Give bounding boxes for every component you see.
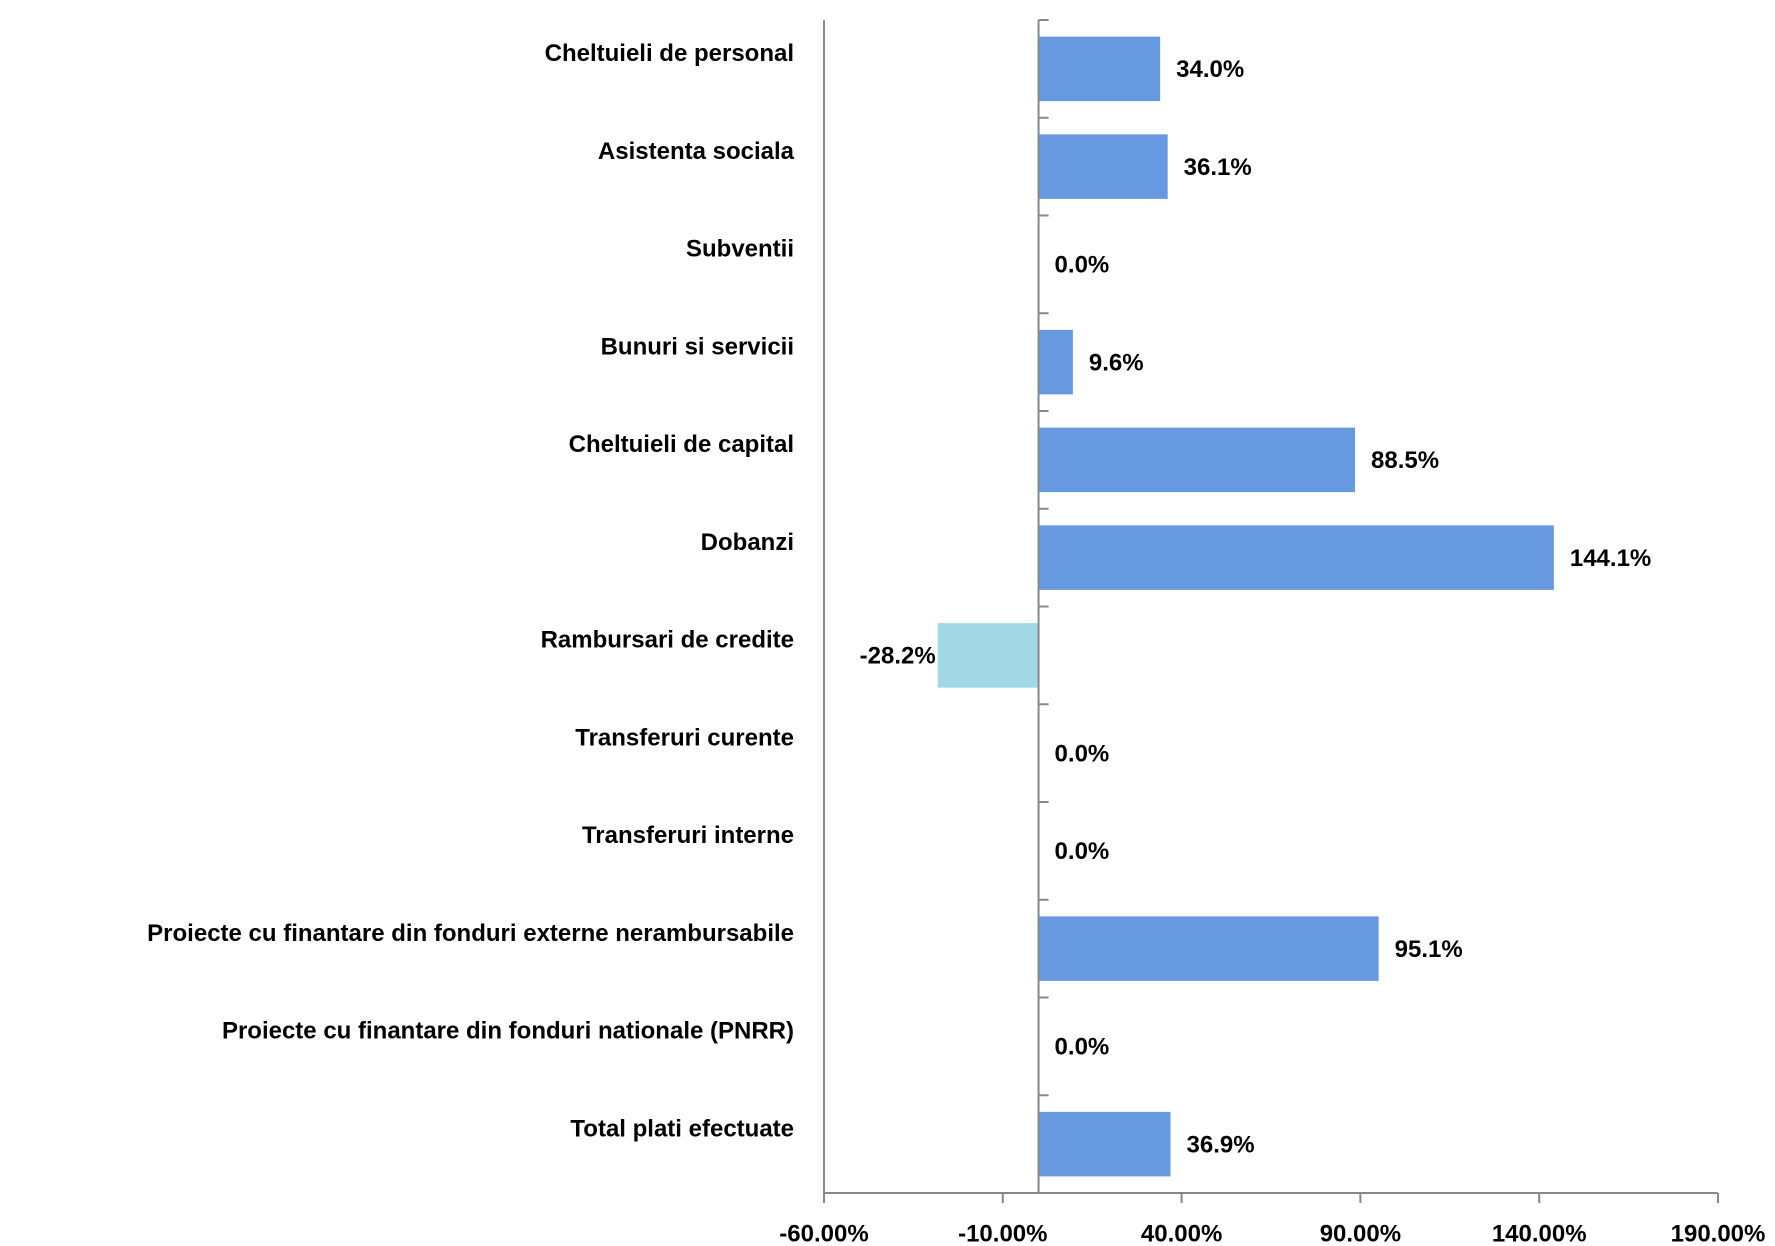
value-label: 36.9%: [1187, 1131, 1255, 1158]
category-label: Dobanzi: [701, 529, 794, 556]
category-label: Cheltuieli de capital: [569, 431, 794, 458]
bar: [937, 623, 1039, 688]
x-tick-label: 140.00%: [1492, 1220, 1587, 1246]
value-label: 9.6%: [1089, 349, 1144, 376]
value-label: 0.0%: [1055, 1034, 1110, 1061]
category-label: Subventii: [686, 236, 794, 263]
category-label: Total plati efectuate: [570, 1115, 794, 1142]
category-label: Transferuri interne: [582, 822, 794, 849]
bar: [1038, 1111, 1171, 1177]
bar: [1038, 134, 1168, 199]
bar: [1038, 36, 1161, 102]
category-label: Cheltuieli de personal: [545, 40, 794, 67]
value-label: 95.1%: [1395, 936, 1463, 963]
x-tick-label: -10.00%: [958, 1220, 1047, 1246]
value-label: 88.5%: [1371, 447, 1439, 474]
value-label: 0.0%: [1055, 740, 1110, 767]
value-label: 0.0%: [1055, 838, 1110, 865]
value-label: 144.1%: [1570, 545, 1651, 572]
value-label: 0.0%: [1055, 252, 1110, 279]
bar: [1038, 329, 1073, 395]
x-tick-label: 90.00%: [1320, 1220, 1401, 1246]
value-label: 34.0%: [1176, 56, 1244, 83]
x-tick-label: 40.00%: [1141, 1220, 1222, 1246]
x-tick-label: 190.00%: [1671, 1220, 1766, 1246]
bar: [1038, 525, 1554, 590]
category-label: Bunuri si servicii: [601, 333, 794, 360]
category-label: Rambursari de credite: [541, 627, 794, 654]
bar: [1038, 916, 1379, 981]
value-label: 36.1%: [1184, 154, 1252, 181]
x-tick-label: -60.00%: [779, 1220, 868, 1246]
bar: [1038, 427, 1356, 493]
category-label: Transferuri curente: [575, 724, 794, 751]
category-label: Proiecte cu finantare din fonduri extern…: [147, 920, 794, 947]
category-label: Asistenta sociala: [598, 138, 795, 165]
category-label: Proiecte cu finantare din fonduri nation…: [222, 1018, 794, 1045]
value-label: -28.2%: [860, 643, 936, 670]
